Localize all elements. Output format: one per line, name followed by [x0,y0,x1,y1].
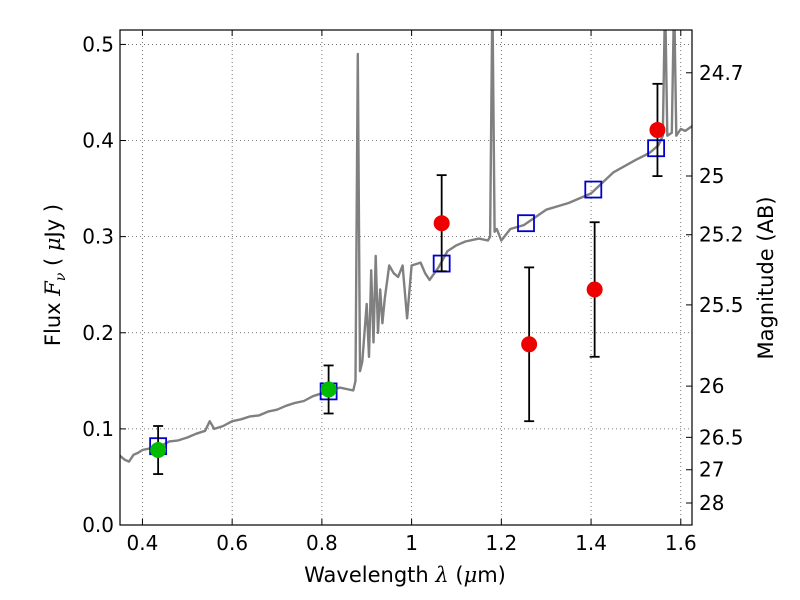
x-tick-label: 0.6 [216,531,248,555]
y2-tick-label: 27 [699,458,724,482]
y-tick-label: 0.2 [82,321,114,345]
y-tick-label: 0.4 [82,129,114,153]
y2-tick-label: 28 [699,491,724,515]
red-point [586,281,603,298]
x-tick-label: 0.8 [306,531,338,555]
y-tick-label: 0.5 [82,32,114,56]
x-axis-label: Wavelength λ (μm) [304,563,506,587]
plot-area [120,30,692,475]
y-axis-label: Flux Fν ( μJy ) [41,204,69,346]
plot-frame [119,29,693,526]
x-tick-label: 1.4 [575,531,607,555]
red-point [649,121,666,138]
x-tick-label: 1 [405,531,418,555]
x-tick-label: 0.4 [127,531,159,555]
red-point [521,336,538,353]
y-tick-label: 0.1 [82,417,114,441]
ticks: 0.4 0.6 0.8 1 1.2 1.4 1.6 0.0 0.1 0.2 0.3 0.4 0.5 24.… [82,30,744,555]
model-square [647,139,666,158]
y2-tick-label: 25.2 [699,223,744,247]
y2-tick-label: 24.7 [699,61,744,85]
green-point [150,442,167,459]
y2-tick-label: 26.5 [699,425,744,449]
y-tick-label: 0.0 [82,513,114,537]
model-square [517,214,535,233]
red-point [433,215,450,232]
x-tick-label: 1.6 [665,531,697,555]
y2-tick-label: 25 [699,164,724,188]
y2-tick-label: 25.5 [699,293,744,317]
model-square [584,180,603,199]
x-tick-label: 1.2 [485,531,517,555]
y2-tick-label: 26 [699,374,724,398]
y-tick-label: 0.3 [82,225,114,249]
green-point [320,381,337,398]
grid [120,30,692,526]
y2-axis-label: Magnitude (AB) [754,196,778,359]
spectrum-line [120,30,692,463]
